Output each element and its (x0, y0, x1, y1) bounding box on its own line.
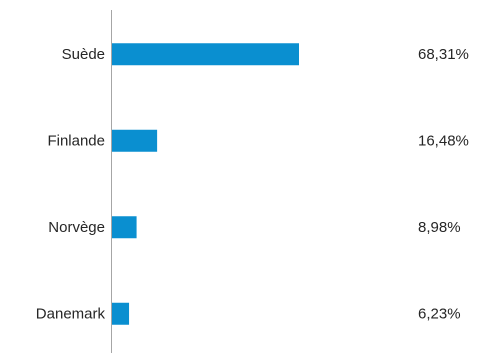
bar-1 (112, 129, 158, 152)
value-label-3: 6,23% (418, 305, 461, 322)
category-label-0: Suède (62, 46, 105, 63)
bar-3 (112, 302, 130, 325)
category-labels-group: Suède Finlande Norvège Danemark (36, 46, 106, 323)
category-label-2: Norvège (48, 219, 105, 236)
value-label-1: 16,48% (418, 132, 469, 149)
value-labels-group: 68,31% 16,48% 8,98% 6,23% (418, 46, 469, 323)
category-label-3: Danemark (36, 305, 106, 322)
bars-group (112, 43, 299, 325)
bar-0 (112, 43, 299, 66)
bar-2 (112, 216, 137, 239)
category-label-1: Finlande (47, 132, 105, 149)
value-label-0: 68,31% (418, 46, 469, 63)
value-label-2: 8,98% (418, 219, 461, 236)
